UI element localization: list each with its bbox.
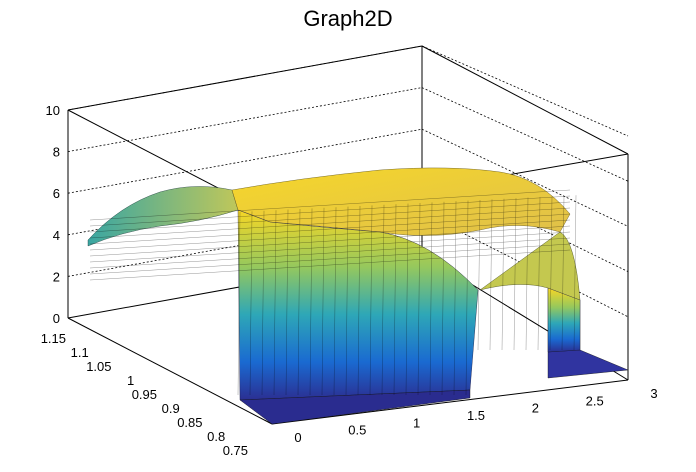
surface-mesh xyxy=(89,189,577,396)
grid-lines xyxy=(67,45,629,318)
mesh-line xyxy=(333,207,337,396)
y-tick-label: 1 xyxy=(127,373,134,388)
y-tick-label: 0.8 xyxy=(207,429,225,444)
z-tick-label: 8 xyxy=(53,145,60,160)
mesh-line xyxy=(561,195,565,351)
mesh-line xyxy=(89,231,571,263)
mesh-line xyxy=(237,211,241,396)
mesh-line xyxy=(261,210,265,396)
mesh-line xyxy=(89,243,571,275)
chart-title: Graph2D xyxy=(303,6,393,31)
mesh-line xyxy=(249,211,253,396)
grid-line xyxy=(421,87,629,182)
grid-line xyxy=(421,128,629,227)
grid-line xyxy=(421,212,629,318)
mesh-line xyxy=(89,237,571,269)
mesh-line xyxy=(89,213,571,245)
mesh-line xyxy=(405,203,409,396)
y-tick-label: 1.1 xyxy=(71,345,89,360)
mesh-line xyxy=(285,209,289,396)
z-tick-label: 2 xyxy=(53,269,60,284)
mesh-line xyxy=(393,204,397,396)
x-tick-label: 1.5 xyxy=(467,408,485,423)
mesh-line xyxy=(89,207,571,239)
mesh-line xyxy=(89,219,571,251)
mesh-line xyxy=(453,201,457,396)
mesh-line xyxy=(465,200,469,396)
mesh-line xyxy=(417,202,421,396)
x-tick-label: 2.5 xyxy=(586,393,604,408)
grid-line xyxy=(67,87,423,152)
mesh-line xyxy=(345,206,349,396)
x-tick-label: 0.5 xyxy=(348,423,366,438)
x-tick-label: 3 xyxy=(650,386,657,401)
y-tick-label: 1.15 xyxy=(41,331,66,346)
mesh-line xyxy=(573,195,577,351)
z-tick-label: 6 xyxy=(53,186,60,201)
y-tick-label: 0.9 xyxy=(162,401,180,416)
mesh-line xyxy=(89,249,571,281)
y-tick-label: 0.95 xyxy=(132,387,157,402)
mesh-line xyxy=(537,196,541,351)
mesh-line xyxy=(273,210,277,396)
mesh-line xyxy=(525,197,529,351)
mesh-line xyxy=(357,205,361,396)
mesh-line xyxy=(477,199,481,351)
mesh-line xyxy=(549,196,553,351)
mesh-line xyxy=(297,208,301,396)
y-tick-label: 0.75 xyxy=(223,443,248,458)
z-tick-label: 10 xyxy=(46,103,60,118)
grid-line xyxy=(421,45,629,137)
x-tick-label: 2 xyxy=(532,401,539,416)
mesh-line xyxy=(321,207,325,396)
x-tick-label: 1 xyxy=(413,415,420,430)
mesh-line xyxy=(89,189,571,221)
surface xyxy=(87,167,629,425)
mesh-line xyxy=(309,208,313,396)
x-tick-label: 0 xyxy=(294,430,301,445)
z-tick-label: 4 xyxy=(53,228,60,243)
mesh-line xyxy=(89,225,571,257)
mesh-line xyxy=(489,199,493,351)
z-tick-label: 0 xyxy=(53,311,60,326)
mesh-line xyxy=(89,195,571,227)
mesh-line xyxy=(89,201,571,233)
mesh-line xyxy=(381,204,385,396)
y-tick-label: 1.05 xyxy=(86,359,111,374)
y-tick-label: 0.85 xyxy=(177,415,202,430)
mesh-line xyxy=(369,205,373,396)
